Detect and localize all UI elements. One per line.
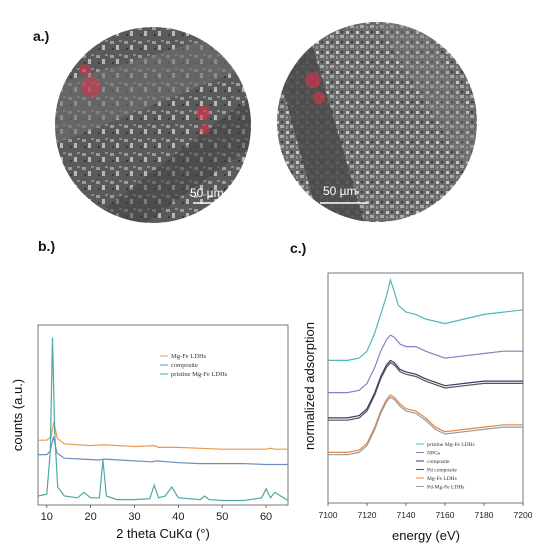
sem-micrograph-right: 50 µm — [277, 22, 477, 222]
xrd-x-axis-label: 2 theta CuKα (°) — [116, 526, 210, 541]
xanes-legend-entry: pristine Mg-Fe LDHs — [427, 442, 475, 448]
xrd-x-tick-label: 20 — [85, 511, 97, 523]
xanes-y-axis-label: normalized adsorption — [302, 322, 317, 450]
xanes-series-line-1 — [328, 334, 523, 394]
xanes-plot-frame — [327, 272, 524, 504]
xrd-chart: 10 20 30 40 50 60 Mg-Fe LDHs composite pristine… — [10, 324, 289, 541]
xrd-x-tick-label: 50 — [216, 511, 228, 523]
xanes-legend-entry: composite — [427, 459, 450, 465]
xanes-legend-entry: Mg-Fe LDHs — [427, 476, 457, 482]
panel-b-label: b.) — [38, 238, 56, 254]
xrd-y-axis-label: counts (a.u.) — [10, 379, 25, 451]
xanes-x-axis-label: energy (eV) — [392, 528, 460, 543]
scale-bar-label: 50 µm — [323, 184, 357, 198]
xanes-chart: 7100 7120 7140 7160 7180 7200 pristine Mg-Fe … — [302, 272, 532, 543]
xanes-x-tick-label: 7140 — [397, 510, 416, 520]
xrd-x-tick-label: 40 — [172, 511, 184, 523]
xrd-legend-entry: composite — [171, 362, 198, 369]
xanes-x-tick-label: 7120 — [358, 510, 377, 520]
xrd-x-tick-label: 10 — [41, 511, 53, 523]
xrd-series-line-2 — [37, 337, 289, 502]
xanes-series-line-0 — [328, 277, 524, 362]
xrd-plot-frame — [37, 324, 289, 506]
xanes-series-line-3 — [328, 361, 523, 421]
xrd-series-line-0 — [38, 422, 288, 450]
xrd-series-line-1 — [38, 436, 288, 466]
xanes-x-tick-label: 7200 — [514, 510, 532, 520]
xanes-series-line-5 — [328, 396, 523, 456]
xanes-legend-entry: Pd composite — [427, 468, 457, 474]
xanes-x-tick-label: 7100 — [319, 510, 338, 520]
xrd-x-tick-label: 60 — [260, 511, 272, 523]
xrd-legend-entry: Mg-Fe LDHs — [171, 353, 207, 360]
sem-micrograph-left: 50 µm — [55, 27, 251, 223]
xanes-x-tick-label: 7180 — [475, 510, 494, 520]
scale-bar-label: 50 µm — [190, 186, 224, 200]
xanes-series-line-4 — [328, 394, 523, 453]
xanes-x-tick-label: 7160 — [436, 510, 455, 520]
panel-c-label: c.) — [290, 240, 307, 256]
xrd-x-tick-label: 30 — [128, 511, 140, 523]
xrd-legend-entry: pristine Mg-Fe LDHs — [171, 371, 228, 378]
xanes-legend-entry: Pd-Mg-Fe LDHs — [427, 485, 464, 491]
panel-a-label: a.) — [33, 28, 50, 44]
xanes-series-line-2 — [328, 359, 523, 419]
xanes-legend-entry: NPGs — [427, 451, 440, 457]
highlight-region — [81, 77, 101, 97]
